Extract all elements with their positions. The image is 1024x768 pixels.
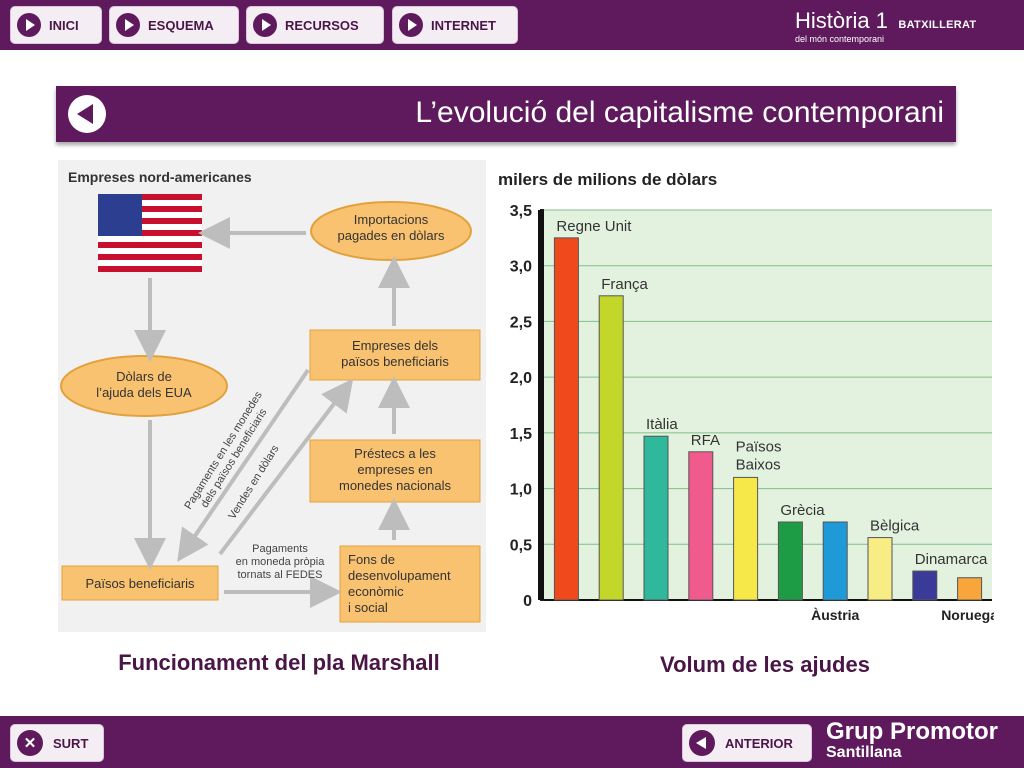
previous-button-label: ANTERIOR	[725, 735, 793, 751]
page-title: L’evolució del capitalisme contemporani	[415, 96, 944, 129]
exit-button[interactable]: ✕ SURT	[10, 724, 104, 762]
svg-text:Països beneficiaris: Països beneficiaris	[85, 576, 195, 591]
bar-label: Dinamarca	[915, 551, 988, 568]
bar-label: Grècia	[780, 502, 825, 519]
bar-label: Itàlia	[646, 416, 678, 433]
svg-text:empreses en: empreses en	[357, 462, 432, 477]
svg-text:països beneficiaris: països beneficiaris	[341, 354, 449, 369]
brand-level: BATXILLERAT	[898, 19, 977, 31]
back-arrow-icon[interactable]	[68, 95, 106, 133]
chart-caption: Volum de les ajudes	[660, 652, 870, 677]
y-tick-label: 0	[523, 593, 532, 610]
svg-text:econòmic: econòmic	[348, 584, 404, 599]
nav-button-recursos[interactable]: RECURSOS	[246, 6, 384, 44]
diagram-caption: Funcionament del pla Marshall	[118, 650, 440, 675]
slide-title-bar: L’evolució del capitalisme contemporani	[56, 86, 956, 142]
bar-label: Baixos	[736, 456, 781, 473]
publisher-logo: Grup Promotor Santillana	[826, 718, 998, 762]
prestecs-node: Préstecs a les empreses en monedes nacio…	[309, 439, 481, 503]
bar-label: Àustria	[811, 607, 859, 623]
nav-button-esquema[interactable]: ESQUEMA	[109, 6, 239, 44]
bar	[822, 521, 848, 601]
svg-text:en moneda pròpia: en moneda pròpia	[236, 556, 326, 568]
play-icon	[399, 13, 423, 37]
bottom-navigation-bar: ✕ SURT ANTERIOR Grup Promotor Santillana	[0, 716, 1024, 768]
svg-text:Importacions: Importacions	[354, 212, 429, 227]
svg-text:Préstecs a les: Préstecs a les	[354, 446, 436, 461]
nav-button-label: ESQUEMA	[148, 17, 214, 33]
nav-button-label: INTERNET	[431, 17, 496, 33]
fons-desenvolupament-node: Fons de desenvolupament econòmic i socia…	[339, 545, 481, 623]
y-axis	[538, 210, 544, 600]
svg-text:l’ajuda dels EUA: l’ajuda dels EUA	[96, 385, 192, 400]
bar-label: RFA	[691, 432, 720, 449]
y-tick-label: 3,5	[510, 203, 532, 220]
svg-text:Dòlars de: Dòlars de	[116, 369, 172, 384]
bar-label: Països	[736, 438, 782, 455]
svg-text:Fons de: Fons de	[348, 552, 395, 567]
nav-button-inici[interactable]: INICI	[10, 6, 102, 44]
play-icon	[253, 13, 277, 37]
y-tick-label: 2,5	[510, 314, 532, 331]
y-tick-label: 0,5	[510, 537, 532, 554]
pagaments-fedes-label: Pagaments en moneda pròpia tornats al FE…	[236, 543, 326, 581]
paisos-beneficiaris-node: Països beneficiaris	[61, 565, 219, 601]
y-tick-label: 3,0	[510, 259, 532, 276]
close-icon: ✕	[17, 730, 43, 756]
us-flag-icon	[98, 194, 202, 272]
bar	[957, 577, 983, 601]
marshall-plan-diagram: Empreses nord-americanes Importacions pa…	[58, 160, 486, 632]
svg-text:tornats al FEDES: tornats al FEDES	[238, 569, 323, 581]
svg-text:Pagaments: Pagaments	[252, 543, 308, 555]
bar	[598, 295, 624, 601]
svg-text:desenvolupament: desenvolupament	[348, 568, 451, 583]
svg-text:Empreses dels: Empreses dels	[352, 338, 438, 353]
y-tick-label: 1,5	[510, 426, 532, 443]
svg-text:pagades en dòlars: pagades en dòlars	[338, 228, 445, 243]
bar-label: Bèlgica	[870, 518, 920, 535]
nav-button-label: INICI	[49, 17, 79, 33]
chart-title: milers de milions de dòlars	[498, 170, 717, 189]
empreses-beneficiaris-node: Empreses dels països beneficiaris	[309, 329, 481, 381]
nav-button-internet[interactable]: INTERNET	[392, 6, 518, 44]
play-icon	[116, 13, 140, 37]
bar	[643, 435, 669, 601]
logo-line-1: Grup Promotor	[826, 718, 998, 745]
y-tick-label: 1,0	[510, 482, 532, 499]
diagram-header: Empreses nord-americanes	[68, 169, 252, 185]
brand-title: Història 1	[795, 8, 888, 33]
bar	[553, 237, 579, 601]
bar-label: Noruega	[941, 607, 994, 623]
play-icon	[17, 13, 41, 37]
bar	[688, 451, 714, 601]
bar-label: Regne Unit	[556, 218, 632, 235]
brand-subtitle: del món contemporani	[795, 34, 885, 44]
aid-volume-chart: milers de milions de dòlars 0 0,5 1,0 1,5 2,…	[494, 160, 998, 632]
exit-button-label: SURT	[53, 735, 89, 751]
bar	[912, 570, 938, 601]
brand-header: Història 1 BATXILLERAT del món contempor…	[795, 8, 977, 44]
flow-arrows	[134, 217, 410, 608]
y-tick-label: 2,0	[510, 370, 532, 387]
back-arrow-icon	[689, 730, 715, 756]
nav-button-label: RECURSOS	[285, 17, 359, 33]
svg-text:i social: i social	[348, 600, 388, 615]
bar-label: França	[601, 276, 648, 293]
bar	[867, 537, 893, 601]
svg-text:monedes nacionals: monedes nacionals	[339, 478, 452, 493]
importacions-node: Importacions pagades en dòlars	[310, 201, 472, 261]
bar	[777, 521, 803, 601]
dolars-ajuda-node: Dòlars de l’ajuda dels EUA	[60, 355, 228, 417]
previous-button[interactable]: ANTERIOR	[682, 724, 812, 762]
logo-line-2: Santillana	[826, 744, 902, 761]
top-navigation-bar: INICI ESQUEMA RECURSOS INTERNET Història…	[0, 0, 1024, 50]
bar	[733, 476, 759, 601]
